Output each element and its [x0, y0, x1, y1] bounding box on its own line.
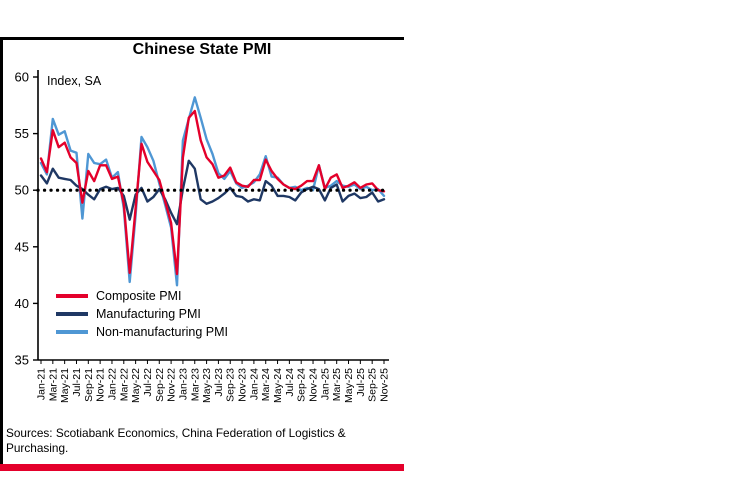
x-tick-label: Jan-22	[106, 368, 118, 400]
legend-item-non-manufacturing: Non-manufacturing PMI	[56, 325, 228, 339]
chart-title: Chinese State PMI	[132, 41, 272, 58]
x-tick-label: May-24	[272, 368, 284, 403]
panel-top-border	[0, 37, 404, 40]
x-tick-label: May-22	[130, 368, 142, 403]
legend-label-manufacturing: Manufacturing PMI	[96, 307, 201, 321]
x-tick-label: Jul-22	[142, 368, 154, 397]
x-tick-label: Sep-21	[83, 368, 95, 402]
x-tick-label: May-23	[201, 368, 213, 403]
y-tick-label: 50	[15, 183, 29, 198]
legend-item-manufacturing: Manufacturing PMI	[56, 307, 228, 321]
x-tick-label: Jul-24	[284, 368, 296, 397]
source-note: Sources: Scotiabank Economics, China Fed…	[6, 426, 346, 456]
x-tick-label: Nov-22	[166, 368, 178, 402]
x-axis: Jan-21 Mar-21 May-21 Jul-21 Sep-21 Nov-21 Jan-…	[36, 359, 391, 403]
x-tick-label: Jan-23	[177, 368, 189, 400]
chart-panel: Chinese State PMI 35 40 45 50 55 60 Jan-21 Mar-…	[0, 37, 404, 471]
series-line-manufacturing-pmi	[39, 159, 386, 226]
legend-swatch-manufacturing	[56, 312, 88, 316]
x-tick-label: Mar-25	[331, 368, 343, 401]
y-tick-label: 35	[15, 353, 29, 368]
panel-bottom-accent-bar	[0, 464, 404, 471]
legend-item-composite: Composite PMI	[56, 289, 228, 303]
legend-swatch-composite	[56, 294, 88, 298]
x-tick-label: Nov-25	[379, 368, 391, 402]
x-tick-label: Nov-24	[308, 368, 320, 402]
chart-legend: Composite PMI Manufacturing PMI Non-manu…	[56, 289, 228, 339]
x-tick-label: Mar-24	[260, 368, 272, 401]
x-tick-label: May-25	[343, 368, 355, 403]
x-tick-label: Nov-23	[237, 368, 249, 402]
x-tick-label: Jan-21	[36, 368, 48, 400]
series-line-composite-pmi	[39, 109, 386, 276]
x-tick-label: Nov-21	[95, 368, 107, 402]
legend-label-non-manufacturing: Non-manufacturing PMI	[96, 325, 229, 339]
y-tick-label: 40	[15, 296, 29, 311]
y-tick-label: 55	[15, 126, 29, 141]
legend-label-composite: Composite PMI	[96, 289, 182, 303]
x-tick-label: Jul-23	[213, 368, 225, 397]
x-tick-label: Jul-25	[355, 368, 367, 397]
x-tick-label: Sep-24	[296, 368, 308, 402]
y-tick-label: 45	[15, 239, 29, 254]
y-tick-label: 60	[15, 70, 29, 85]
x-tick-label: Mar-23	[189, 368, 201, 401]
x-tick-label: Mar-21	[47, 368, 59, 401]
x-tick-label: May-21	[59, 368, 71, 403]
x-tick-label: Mar-22	[118, 368, 130, 401]
x-tick-label: Jan-25	[319, 368, 331, 400]
x-tick-label: Jan-24	[248, 368, 260, 400]
panel-left-border	[0, 37, 3, 471]
y-axis-note: Index, SA	[47, 74, 102, 88]
x-tick-label: Jul-21	[71, 368, 83, 397]
x-tick-label: Sep-23	[225, 368, 237, 402]
y-axis: 35 40 45 50 55 60	[15, 70, 39, 368]
legend-swatch-non-manufacturing	[56, 330, 88, 334]
x-tick-label: Sep-22	[154, 368, 166, 402]
x-tick-label: Sep-25	[367, 368, 379, 402]
